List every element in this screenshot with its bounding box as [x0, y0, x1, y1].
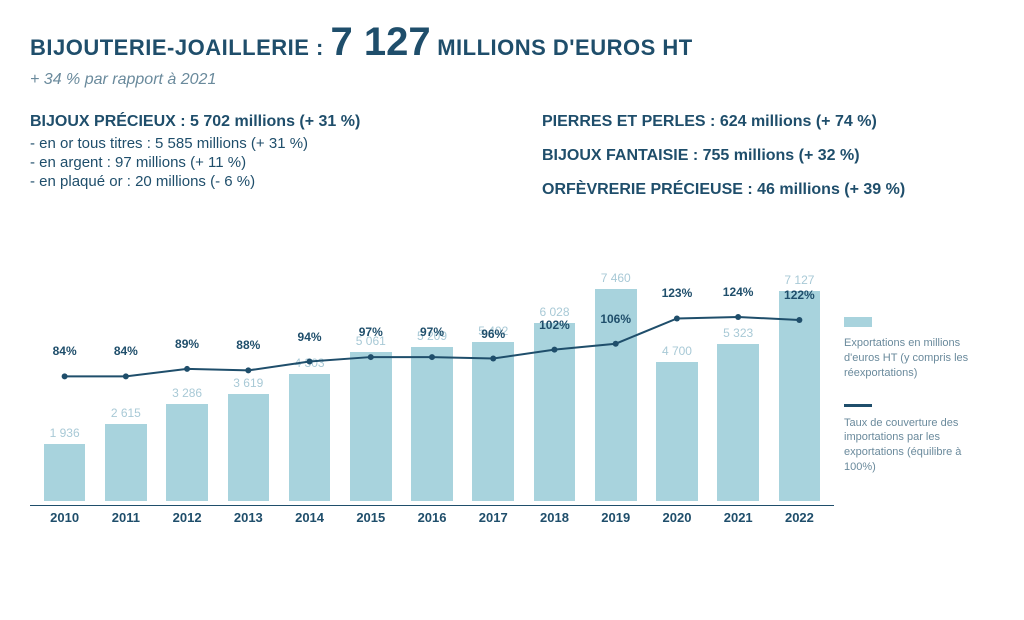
line-pct-label: 94% — [298, 329, 322, 343]
line-pct-label: 102% — [539, 317, 570, 331]
x-axis-label: 2021 — [708, 506, 769, 525]
bar-slot: 6 028 — [524, 271, 585, 501]
bar — [534, 323, 576, 501]
bar-slot: 4 303 — [279, 271, 340, 501]
right-column: PIERRES ET PERLES : 624 millions (+ 74 %… — [542, 113, 994, 215]
title-number: 7 127 — [330, 20, 430, 64]
bar-value-label: 4 303 — [295, 356, 325, 370]
bar — [44, 444, 86, 501]
x-axis-label: 2010 — [34, 506, 95, 525]
line-pct-label: 97% — [420, 325, 444, 339]
category-pierres-perles: PIERRES ET PERLES : 624 millions (+ 74 %… — [542, 113, 994, 131]
bar-value-label: 7 460 — [601, 271, 631, 285]
bar-slot: 7 460 — [585, 271, 646, 501]
line-pct-label: 84% — [53, 344, 77, 358]
category-bijoux-fantaisie: BIJOUX FANTAISIE : 755 millions (+ 32 %) — [542, 147, 994, 165]
bar-slot: 7 127 — [769, 271, 830, 501]
bar-value-label: 7 127 — [784, 273, 814, 287]
page-title: BIJOUTERIE-JOAILLERIE : 7 127 MILLIONS D… — [30, 20, 994, 65]
line-pct-label: 84% — [114, 344, 138, 358]
bar-slot: 1 936 — [34, 271, 95, 501]
line-pct-label: 124% — [723, 285, 754, 299]
bar — [411, 347, 453, 501]
legend-line: Taux de couverture des importations par … — [844, 401, 994, 475]
line-pct-label: 97% — [359, 325, 383, 339]
x-axis-label: 2014 — [279, 506, 340, 525]
category-bijoux-precieux: BIJOUX PRÉCIEUX : 5 702 millions (+ 31 %… — [30, 113, 482, 131]
bar — [228, 394, 270, 501]
line-pct-label: 96% — [481, 326, 505, 340]
title-prefix: BIJOUTERIE-JOAILLERIE : — [30, 35, 330, 60]
line-pct-label: 122% — [784, 288, 815, 302]
bar-value-label: 3 619 — [233, 376, 263, 390]
x-axis-label: 2013 — [218, 506, 279, 525]
bar-slot: 4 700 — [646, 271, 707, 501]
left-column: BIJOUX PRÉCIEUX : 5 702 millions (+ 31 %… — [30, 113, 482, 215]
line-pct-label: 123% — [662, 286, 693, 300]
bar-slot: 5 323 — [708, 271, 769, 501]
bar-slot: 3 286 — [156, 271, 217, 501]
subtitle: + 34 % par rapport à 2021 — [30, 71, 994, 89]
category-orfevrerie: ORFÈVRERIE PRÉCIEUSE : 46 millions (+ 39… — [542, 181, 994, 199]
bar-slot: 3 619 — [218, 271, 279, 501]
bar — [350, 352, 392, 501]
bar — [779, 291, 821, 501]
bar-slot: 5 209 — [401, 271, 462, 501]
line-pct-label: 88% — [236, 338, 260, 352]
legend-swatch-line — [844, 404, 872, 407]
legend-swatch-bars — [844, 317, 872, 327]
bar — [656, 362, 698, 501]
bar-slot: 5 061 — [340, 271, 401, 501]
line-pct-label: 89% — [175, 337, 199, 351]
bar-value-label: 5 323 — [723, 326, 753, 340]
legend-bars-label: Exportations en millions d'euros HT (y c… — [844, 336, 994, 381]
line-pct-label: 106% — [600, 312, 631, 326]
detail-or: - en or tous titres : 5 585 millions (+ … — [30, 135, 482, 152]
x-axis-label: 2018 — [524, 506, 585, 525]
category-columns: BIJOUX PRÉCIEUX : 5 702 millions (+ 31 %… — [30, 113, 994, 215]
bar — [105, 424, 147, 501]
legend-line-label: Taux de couverture des importations par … — [844, 416, 994, 475]
bar — [717, 344, 759, 501]
bar-value-label: 2 615 — [111, 406, 141, 420]
bar-value-label: 4 700 — [662, 344, 692, 358]
x-axis-label: 2019 — [585, 506, 646, 525]
x-axis-label: 2020 — [646, 506, 707, 525]
bar-slot: 5 402 — [463, 271, 524, 501]
bar-value-label: 1 936 — [50, 426, 80, 440]
x-axis-label: 2012 — [156, 506, 217, 525]
detail-argent: - en argent : 97 millions (+ 11 %) — [30, 154, 482, 171]
detail-plaque-or: - en plaqué or : 20 millions (- 6 %) — [30, 173, 482, 190]
bar — [472, 342, 514, 501]
bar — [289, 374, 331, 501]
title-suffix: MILLIONS D'EUROS HT — [431, 35, 693, 60]
x-axis-label: 2016 — [401, 506, 462, 525]
x-axis-label: 2017 — [463, 506, 524, 525]
chart-with-legend: 1 936 2 615 3 286 3 619 4 303 5 0615 2095 402… — [30, 245, 994, 525]
bar — [166, 404, 208, 501]
x-axis-label: 2015 — [340, 506, 401, 525]
legend: Exportations en millions d'euros HT (y c… — [844, 317, 994, 525]
legend-bars: Exportations en millions d'euros HT (y c… — [844, 317, 994, 380]
x-axis-label: 2011 — [95, 506, 156, 525]
bar-value-label: 3 286 — [172, 386, 202, 400]
bar-line-chart: 1 936 2 615 3 286 3 619 4 303 5 0615 2095 402… — [30, 245, 834, 525]
bar-slot: 2 615 — [95, 271, 156, 501]
x-axis-label: 2022 — [769, 506, 830, 525]
